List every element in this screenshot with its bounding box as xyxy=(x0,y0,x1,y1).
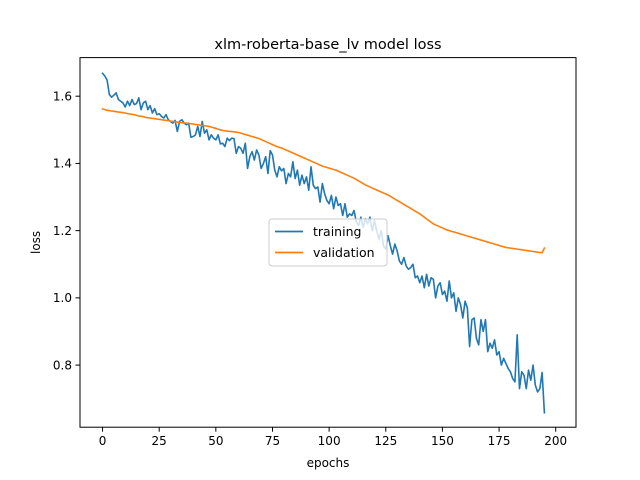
x-tick-label: 175 xyxy=(488,434,511,448)
series-lines xyxy=(101,72,546,414)
x-tick-label: 0 xyxy=(99,434,107,448)
x-tick-label: 125 xyxy=(374,434,397,448)
x-axis-ticks: 0 25 50 75 100 125 150 175 200 xyxy=(99,427,567,448)
legend-label-0: training xyxy=(313,224,361,239)
series-line-1 xyxy=(101,107,546,254)
x-tick-label: 75 xyxy=(265,434,280,448)
series-line-0 xyxy=(101,72,546,414)
x-tick-label: 100 xyxy=(318,434,341,448)
y-axis-ticks: 0.8 1.0 1.2 1.4 1.6 xyxy=(53,89,80,372)
y-axis-label: loss xyxy=(29,231,43,254)
x-axis-label: epochs xyxy=(307,456,350,470)
y-tick-label: 1.2 xyxy=(53,224,72,238)
y-tick-label: 1.4 xyxy=(53,157,72,171)
y-tick-label: 0.8 xyxy=(53,358,72,372)
x-tick-label: 25 xyxy=(152,434,167,448)
legend: training validation xyxy=(268,218,388,267)
y-tick-label: 1.0 xyxy=(53,291,72,305)
chart-title: xlm-roberta-base_lv model loss xyxy=(214,37,441,53)
x-tick-label: 50 xyxy=(208,434,223,448)
legend-label-1: validation xyxy=(313,245,375,260)
x-tick-label: 150 xyxy=(431,434,454,448)
x-tick-label: 200 xyxy=(544,434,567,448)
y-tick-label: 1.6 xyxy=(53,89,72,103)
plot-area-frame xyxy=(79,57,577,428)
